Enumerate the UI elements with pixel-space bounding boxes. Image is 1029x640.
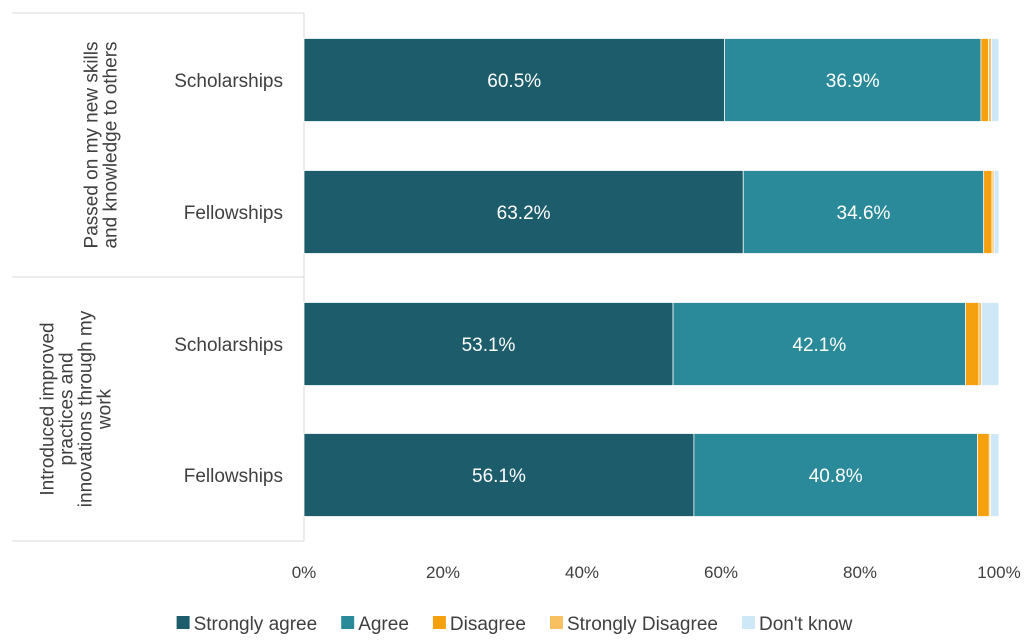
group-label-line: Introduced improved bbox=[38, 322, 59, 495]
bar-segment bbox=[693, 433, 978, 517]
category-label: Scholarships bbox=[174, 71, 283, 92]
legend-label: Agree bbox=[358, 614, 409, 635]
bar-segment bbox=[980, 38, 989, 122]
x-tick-label: 60% bbox=[704, 563, 738, 582]
bar-segment bbox=[978, 302, 982, 386]
bar-segment bbox=[303, 302, 674, 386]
bar-segment bbox=[977, 433, 990, 517]
bar-segment bbox=[724, 38, 982, 122]
legend-swatch bbox=[341, 616, 355, 629]
legend-swatch bbox=[741, 616, 755, 629]
bar-segment bbox=[988, 38, 992, 122]
category-label: Fellowships bbox=[184, 203, 283, 224]
bar-segment bbox=[742, 170, 985, 254]
data-label: 36.9% bbox=[826, 71, 880, 92]
bar-segment bbox=[303, 170, 744, 254]
x-tick-label: 20% bbox=[426, 563, 460, 582]
legend-label: Disagree bbox=[450, 614, 526, 635]
data-label: 56.1% bbox=[472, 466, 526, 487]
data-label: 60.5% bbox=[487, 71, 541, 92]
bar-segment bbox=[965, 302, 980, 386]
legend-swatch bbox=[549, 616, 563, 629]
group-label-line: work bbox=[95, 388, 116, 430]
group-label-line: practices and bbox=[57, 352, 78, 465]
bar-segment bbox=[303, 38, 725, 122]
legend-label: Strongly Disagree bbox=[567, 614, 718, 635]
data-label: 40.8% bbox=[809, 466, 863, 487]
legend-label: Strongly agree bbox=[194, 614, 318, 635]
group-label: Passed on my new skillsand knowledge to … bbox=[82, 41, 122, 248]
x-tick-label: 0% bbox=[292, 563, 317, 582]
bar-segment bbox=[672, 302, 967, 386]
data-label: 42.1% bbox=[792, 335, 846, 356]
data-label: 53.1% bbox=[462, 335, 516, 356]
data-label: 34.6% bbox=[837, 203, 891, 224]
bar-segment bbox=[990, 433, 1000, 517]
group-label: Introduced improvedpractices andinnovati… bbox=[38, 310, 116, 507]
group-label-line: Passed on my new skills bbox=[82, 42, 103, 249]
bar-segment bbox=[990, 38, 1000, 122]
group-label-line: innovations through my bbox=[76, 310, 97, 507]
bar-segment bbox=[981, 302, 1000, 386]
legend-swatch bbox=[176, 616, 190, 629]
data-label: 63.2% bbox=[497, 203, 551, 224]
bar-segment bbox=[303, 433, 695, 517]
bar-segment bbox=[993, 170, 1000, 254]
category-label: Scholarships bbox=[174, 335, 283, 356]
x-tick-label: 100% bbox=[977, 563, 1020, 582]
category-label: Fellowships bbox=[184, 466, 283, 487]
bar-segment bbox=[983, 170, 993, 254]
legend-swatch bbox=[432, 616, 446, 629]
x-tick-label: 80% bbox=[843, 563, 877, 582]
legend-label: Don't know bbox=[759, 614, 853, 635]
x-tick-label: 40% bbox=[565, 563, 599, 582]
group-label-line: and knowledge to others bbox=[101, 41, 122, 248]
